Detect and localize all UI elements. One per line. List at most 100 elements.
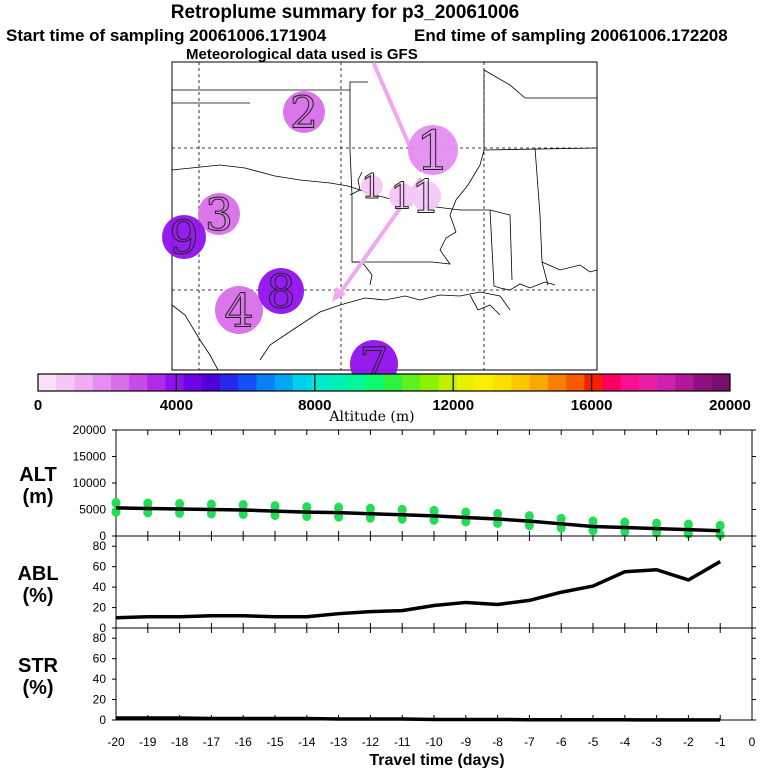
data-marker <box>270 501 280 512</box>
y-axis-label: (%) <box>22 677 53 699</box>
data-marker <box>683 519 693 530</box>
colorbar-label: Altitude (m) <box>328 409 414 425</box>
colorbar-cell <box>638 374 658 391</box>
state-borders <box>171 69 598 371</box>
y-tick-label: 40 <box>93 672 107 686</box>
y-tick-label: 15000 <box>73 450 107 464</box>
colorbar-cell <box>238 374 258 391</box>
colorbar-cell <box>657 374 676 391</box>
colorbar-cell <box>384 374 403 391</box>
map-gridlines <box>172 62 597 370</box>
x-tick-label: -7 <box>524 735 535 749</box>
chart-title: Retroplume summary for p3_20061006 <box>170 2 520 23</box>
colorbar-cell <box>256 374 276 391</box>
data-marker <box>397 504 407 515</box>
colorbar-cell <box>165 374 185 391</box>
plume-circle <box>283 91 325 133</box>
series-line-altitude <box>115 506 721 533</box>
x-axis-label: Travel time (days) <box>369 752 504 768</box>
x-tick-label: -17 <box>203 735 221 749</box>
colorbar-cell <box>56 374 75 391</box>
y-axis-label: ALT <box>19 464 56 486</box>
colorbar-cell <box>675 374 695 391</box>
y-tick-label: 20 <box>93 693 107 707</box>
x-tick-label: -11 <box>394 735 411 749</box>
y-tick-label: 5000 <box>79 503 106 517</box>
y-axis-label: STR <box>18 655 59 677</box>
series-line-str <box>116 716 721 722</box>
x-tick-label: -2 <box>683 735 694 749</box>
colorbar-cell <box>311 374 330 391</box>
colorbar-cell <box>129 374 148 391</box>
x-tick-label: -18 <box>171 735 189 749</box>
colorbar-cell <box>110 374 130 391</box>
y-tick-label: 0 <box>99 621 106 635</box>
plume-label: 1 <box>361 167 383 207</box>
data-marker <box>175 498 185 509</box>
y-tick-label: 60 <box>93 560 107 574</box>
y-tick-label: 0 <box>99 529 106 543</box>
data-marker <box>238 500 248 511</box>
data-marker <box>652 518 662 529</box>
start-time: Start time of sampling 20061006.171904 <box>6 26 327 45</box>
plume-label: 1 <box>411 170 440 224</box>
x-tick-label: -9 <box>460 735 471 749</box>
x-tick-label: -10 <box>425 735 443 749</box>
colorbar-cell <box>693 374 713 391</box>
x-tick-label: -13 <box>330 735 348 749</box>
colorbar-tick-labels: 0 4000 8000 12000 16000 20000 <box>34 374 751 414</box>
colorbar-cell <box>584 374 604 391</box>
plume-label: 9 <box>169 211 198 265</box>
colorbar-cell <box>365 374 385 391</box>
y-axis-label: (m) <box>22 486 53 508</box>
x-tick-label: -3 <box>651 735 662 749</box>
colorbar-cell <box>183 374 203 391</box>
panel-abl: 0 20 40 60 80 ABL(%) <box>17 535 756 635</box>
x-tick-label: -6 <box>556 735 567 749</box>
data-marker <box>206 499 216 510</box>
x-tick-label: -5 <box>588 735 599 749</box>
x-tick-label: -14 <box>298 735 316 749</box>
y-tick-label: 60 <box>93 652 107 666</box>
x-tick-label: 0 <box>749 735 756 749</box>
x-tick-label: -12 <box>362 735 380 749</box>
colorbar-cell <box>602 374 622 391</box>
plume-circle <box>408 125 458 175</box>
colorbar-cell <box>529 374 549 391</box>
colorbar-cell <box>74 374 94 391</box>
panels: 05000100001500020000ALT(m)020406080ABL(%… <box>17 423 756 727</box>
y-tick-label: 40 <box>93 580 107 594</box>
colorbar-cell <box>493 374 512 391</box>
plume-circle <box>215 286 263 334</box>
colorbar-cell <box>711 374 731 391</box>
colorbar-cell <box>456 374 476 391</box>
y-tick-label: 0 <box>99 713 106 727</box>
y-axis-label: ABL <box>17 563 58 585</box>
colorbar-cell <box>475 374 494 391</box>
data-marker <box>143 498 153 509</box>
colorbar-cell <box>511 374 531 391</box>
panel-altitude: 0 5000 10000 15000 20000 ALT(m) <box>19 423 756 543</box>
data-marker <box>493 509 503 520</box>
data-marker <box>429 505 439 516</box>
colorbar-cell <box>347 374 367 391</box>
data-marker <box>365 503 375 514</box>
plume-label: 2 <box>290 88 318 139</box>
y-tick-label: 10000 <box>73 476 107 490</box>
plume-circle <box>162 215 206 259</box>
series-line-abl <box>115 560 722 620</box>
data-marker <box>588 516 598 527</box>
plume-circle <box>198 193 240 235</box>
x-tick-label: -16 <box>235 735 253 749</box>
colorbar-tick-label: 20000 <box>709 397 751 414</box>
data-marker <box>715 520 725 531</box>
y-axis-label: (%) <box>22 585 53 607</box>
colorbar: 0 4000 8000 12000 16000 20000 Altitude (m) <box>34 373 751 425</box>
met-data: Meteorological data used is GFS <box>186 46 418 63</box>
y-tick-label: 80 <box>93 631 107 645</box>
plume-circle <box>361 175 383 197</box>
data-marker <box>334 502 344 513</box>
arrowhead <box>332 287 346 302</box>
